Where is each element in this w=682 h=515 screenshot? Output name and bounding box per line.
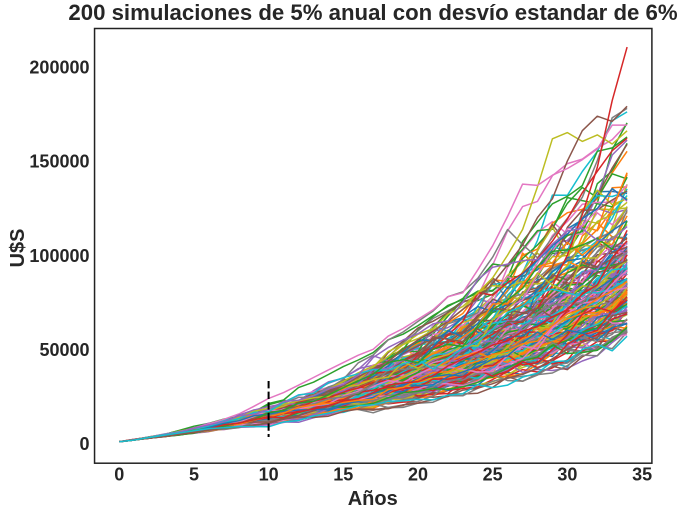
svg-text:Años: Años	[348, 488, 398, 510]
svg-text:150000: 150000	[29, 152, 89, 172]
svg-text:100000: 100000	[29, 246, 89, 266]
svg-text:20: 20	[408, 465, 428, 485]
svg-text:U$S: U$S	[7, 229, 29, 268]
svg-text:15: 15	[333, 465, 353, 485]
svg-text:5: 5	[189, 465, 199, 485]
svg-text:10: 10	[259, 465, 279, 485]
svg-text:35: 35	[632, 465, 652, 485]
svg-text:30: 30	[557, 465, 577, 485]
svg-text:50000: 50000	[39, 340, 89, 360]
svg-text:0: 0	[114, 465, 124, 485]
svg-text:200 simulaciones de 5% anual c: 200 simulaciones de 5% anual con desvío …	[68, 0, 677, 25]
svg-text:25: 25	[483, 465, 503, 485]
svg-text:0: 0	[79, 434, 89, 454]
svg-text:200000: 200000	[29, 57, 89, 77]
